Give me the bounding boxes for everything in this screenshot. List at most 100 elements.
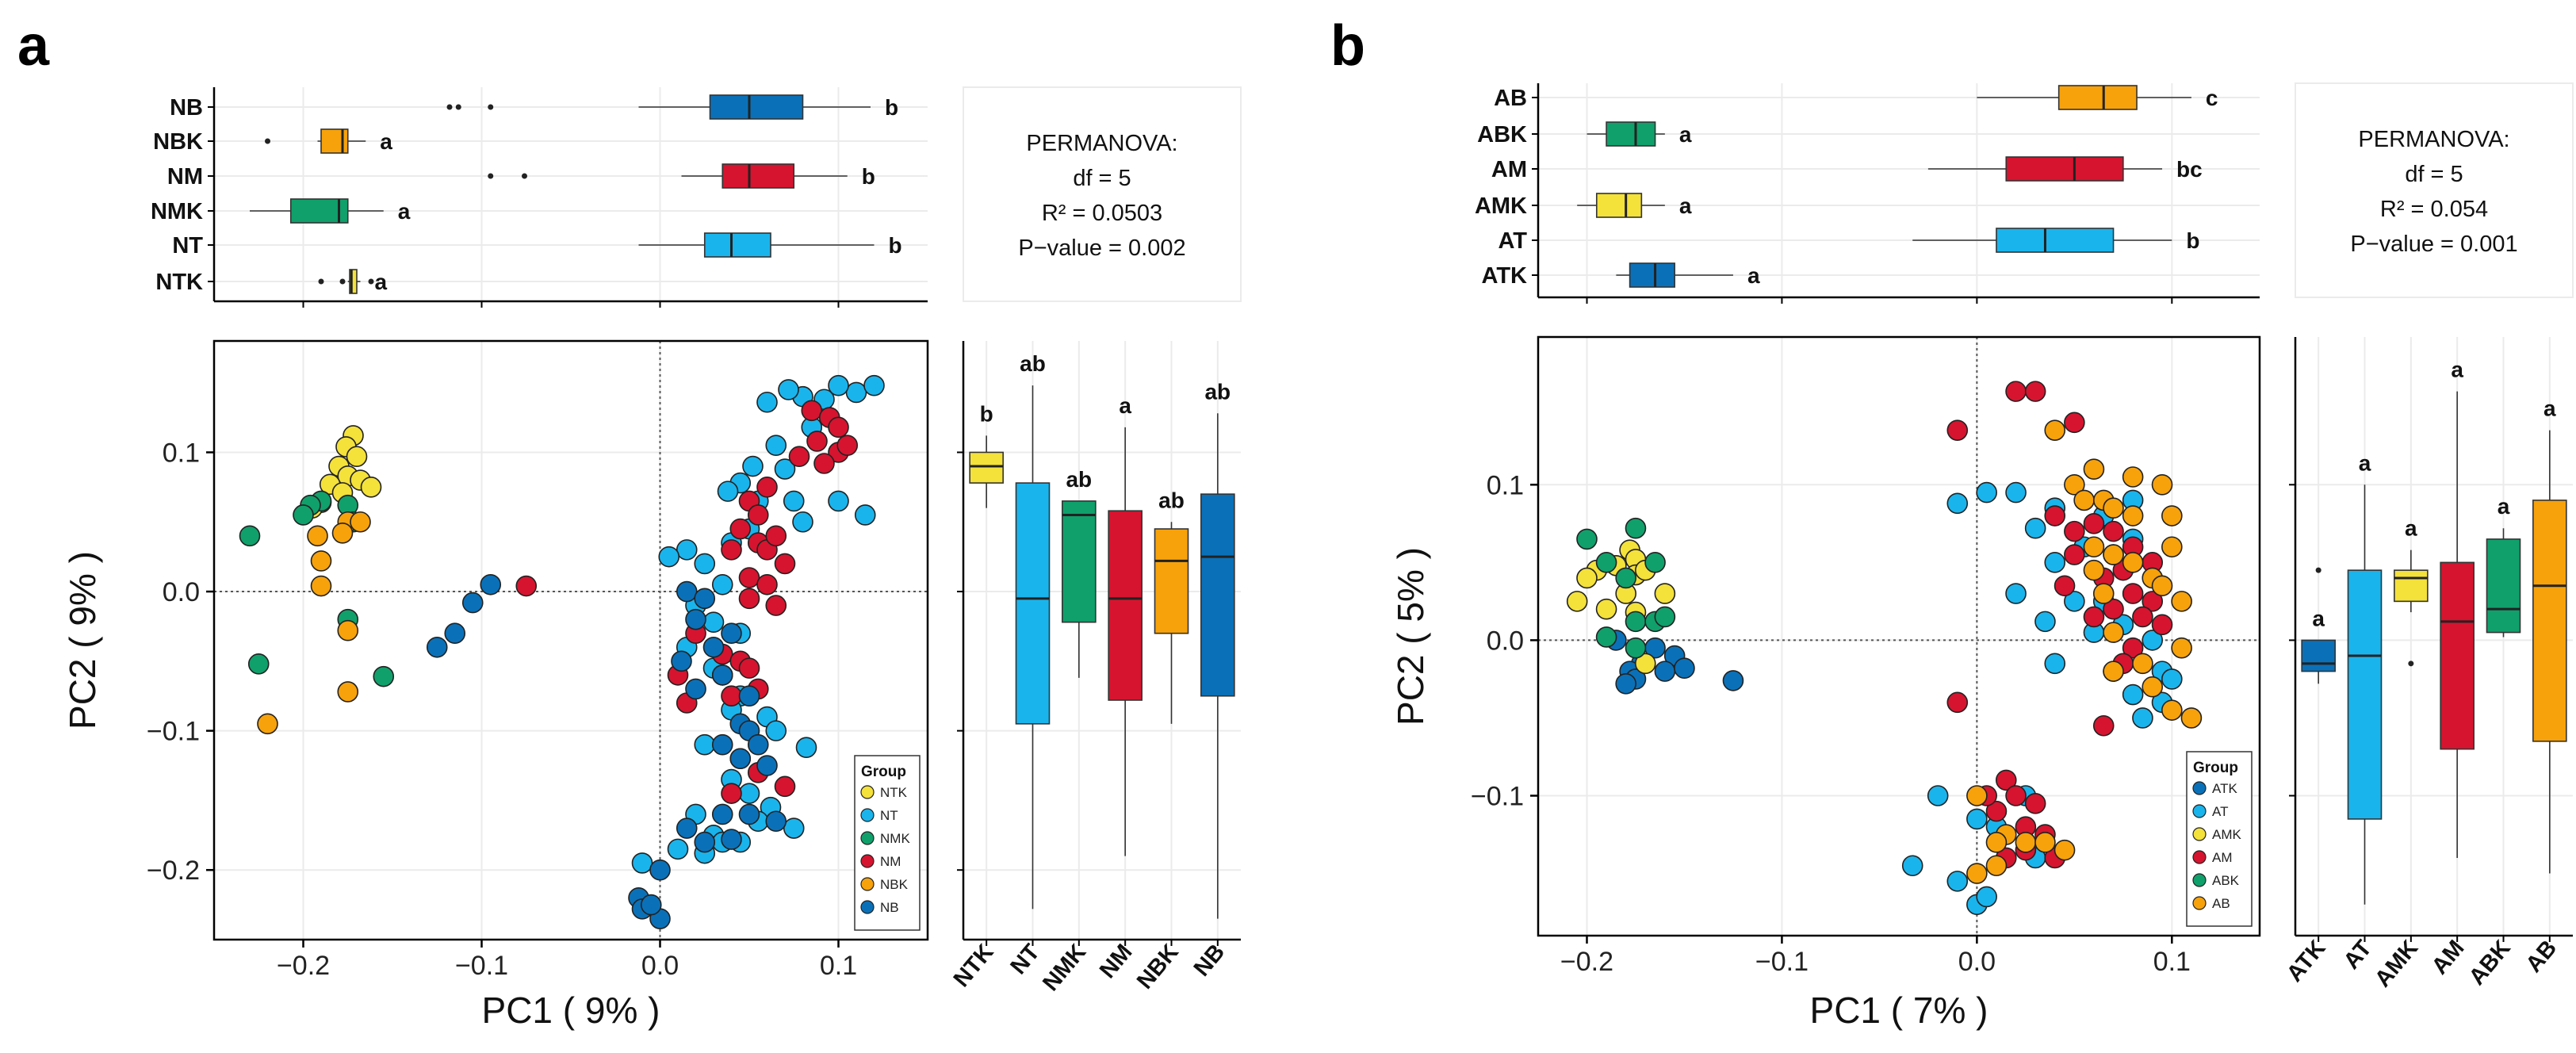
permanova-p: P−value = 0.002: [1018, 235, 1185, 261]
point-am: [2054, 575, 2076, 597]
box-am: [2005, 156, 2124, 182]
plot-frame: [212, 339, 929, 941]
point-nm: [738, 588, 760, 610]
point-nt: [702, 611, 725, 633]
point-atk: [1674, 657, 1695, 680]
category-label: AM: [1491, 157, 1527, 182]
category-label: ATK: [1482, 263, 1528, 289]
point-am: [2005, 381, 2027, 402]
point-nt: [778, 379, 799, 400]
outlier: [488, 173, 494, 179]
point-nm: [721, 783, 742, 804]
point-nb: [711, 664, 733, 686]
x-tick-label: 0.1: [820, 951, 857, 981]
point-nt: [711, 573, 733, 595]
significance-letter: b: [980, 401, 993, 426]
point-at: [1927, 785, 1949, 806]
point-am: [2044, 505, 2066, 526]
permanova-title: PERMANOVA:: [2358, 127, 2509, 152]
point-amk: [1654, 583, 1676, 604]
outlier: [522, 173, 527, 179]
category-label: NT: [172, 233, 203, 258]
point-nt: [631, 852, 653, 874]
point-am: [2083, 606, 2105, 628]
point-nb: [461, 592, 484, 614]
point-nm: [828, 416, 849, 438]
point-nmk: [293, 504, 314, 526]
point-nm: [813, 453, 835, 474]
point-am: [2024, 381, 2046, 402]
significance-letter: a: [1747, 263, 1760, 288]
significance-letter: a: [2543, 396, 2556, 421]
point-ab: [1966, 785, 1988, 806]
box-nb: [709, 94, 804, 120]
point-abk: [1625, 637, 1647, 659]
point-ab: [2161, 536, 2183, 558]
permanova-r2: R² = 0.0503: [1042, 201, 1162, 226]
point-nt: [765, 435, 787, 456]
category-label: NM: [167, 164, 203, 190]
point-ab: [2083, 458, 2105, 480]
point-amk: [1634, 653, 1656, 675]
point-at: [2161, 668, 2183, 690]
category-label: NTK: [155, 270, 203, 295]
significance-letter: a: [398, 199, 411, 224]
point-atk: [1654, 661, 1676, 682]
scatter-plot-a: −0.2 −0.1 0.0 0.1 −0.2 −0.1 0.0 0.1 PC1 ( 9% ) PC…: [62, 339, 929, 1031]
point-ab: [2073, 489, 2095, 511]
point-nbk: [337, 681, 359, 703]
legend-label-atk: ATK: [2212, 781, 2237, 796]
category-label: NBK: [153, 129, 203, 155]
point-at: [2024, 517, 2046, 539]
panel-label-b: b: [1330, 14, 1365, 78]
point-at: [1966, 808, 1988, 830]
point-nbk: [310, 550, 332, 572]
category-label: NT: [1005, 940, 1045, 979]
box-nbk: [320, 128, 349, 154]
legend-label-nt: NT: [880, 808, 898, 823]
significance-letter: a: [2498, 494, 2510, 519]
box-nm: [722, 163, 795, 189]
point-nm: [721, 539, 742, 561]
point-ab: [2161, 505, 2183, 526]
legend-label-nb: NB: [880, 900, 899, 915]
point-nbk: [310, 575, 332, 597]
point-nm: [747, 504, 769, 526]
point-nm: [515, 575, 538, 597]
point-am: [1985, 800, 2008, 822]
pc1-boxplot-b: c AB a ABK bc AM a AMK b AT a ATK: [1475, 83, 2260, 304]
point-nt: [667, 838, 689, 860]
point-nt: [742, 455, 764, 477]
point-nb: [640, 894, 662, 916]
pc2-boxplot-a: b NTK ab NT ab NMK a NM ab NBK ab NB: [949, 341, 1241, 996]
category-label: AB: [2521, 936, 2562, 978]
point-nbk: [350, 511, 371, 533]
category-label: AM: [2427, 936, 2470, 979]
point-at: [2044, 653, 2066, 675]
permanova-df: df = 5: [1073, 166, 1131, 191]
point-nb: [756, 755, 778, 776]
box-ab: [2057, 85, 2138, 110]
legend-marker-nt: [860, 808, 875, 822]
x-tick-label: −0.1: [455, 951, 508, 981]
point-nm: [765, 595, 787, 616]
point-nm: [774, 775, 796, 798]
legend-label-nbk: NBK: [880, 877, 909, 892]
point-nm: [756, 573, 778, 595]
point-am: [2122, 583, 2144, 604]
outlier: [318, 278, 324, 285]
point-at: [1976, 481, 1997, 504]
point-ab: [2132, 653, 2153, 675]
point-abk: [1625, 611, 1647, 633]
point-abk: [1654, 606, 1676, 628]
point-nb: [676, 818, 698, 839]
point-ab: [2015, 832, 2037, 853]
point-at: [2005, 583, 2027, 604]
point-nb: [426, 636, 448, 658]
box-am: [2440, 561, 2475, 750]
point-nmk: [373, 665, 395, 687]
legend-marker-amk: [2192, 827, 2207, 841]
point-ab: [2103, 544, 2124, 565]
box-amk: [2394, 569, 2429, 603]
point-nb: [721, 622, 742, 645]
